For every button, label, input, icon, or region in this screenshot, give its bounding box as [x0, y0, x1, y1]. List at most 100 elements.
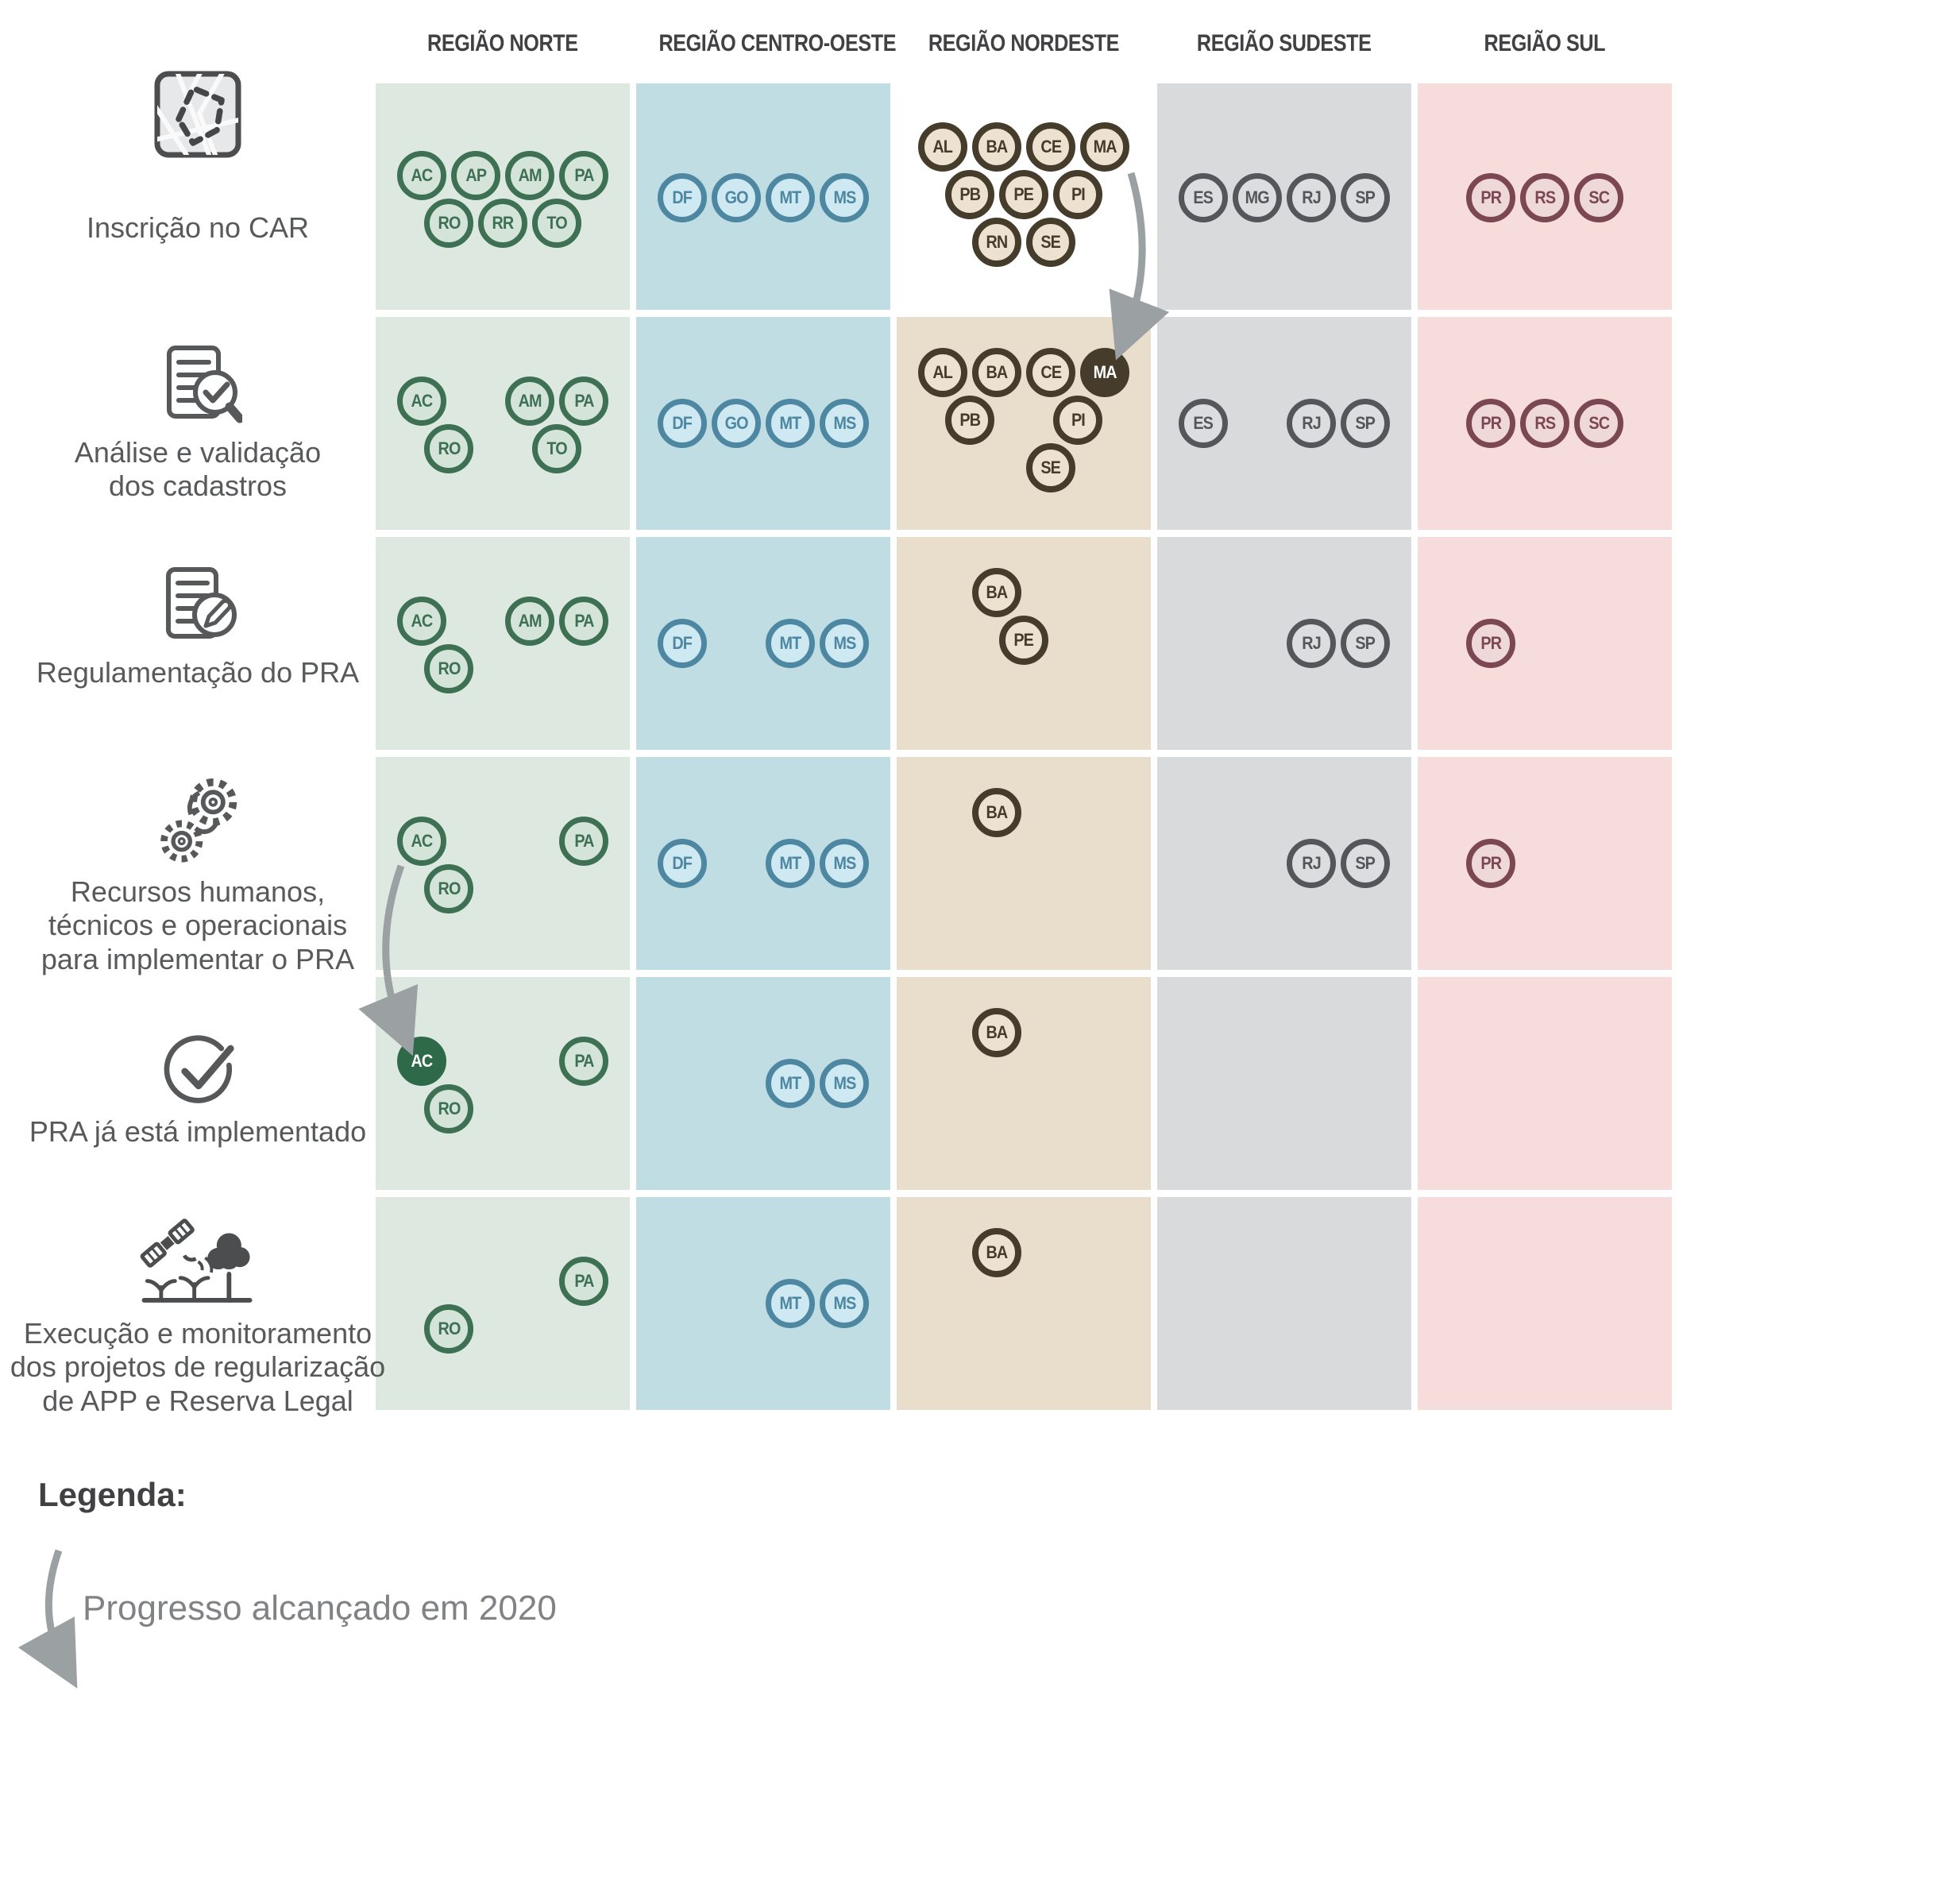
state-circle-PA: PA — [559, 151, 608, 200]
state-circle-AL: AL — [918, 122, 967, 172]
state-circle-AC: AC — [397, 377, 446, 426]
step-regulamentacao: Regulamentação do PRA — [8, 566, 388, 689]
state-code: MS — [833, 853, 856, 873]
state-code: RJ — [1302, 187, 1321, 207]
state-code: SC — [1588, 413, 1610, 433]
state-circle-AC: AC — [397, 151, 446, 200]
state-code: AM — [518, 391, 542, 411]
cell-implementado-sudeste — [1157, 977, 1411, 1190]
state-circle-RN: RN — [972, 218, 1021, 267]
state-circle-RS: RS — [1520, 173, 1569, 222]
state-circle-AM: AM — [505, 377, 554, 426]
state-code: MT — [779, 1073, 802, 1093]
state-code: MS — [833, 413, 856, 433]
state-circle-SC: SC — [1574, 399, 1623, 448]
state-circle-BA: BA — [972, 568, 1021, 617]
step-recursos: Recursos humanos, técnicos e operacionai… — [8, 777, 388, 976]
region-header-sudeste: REGIÃO SUDESTE — [1197, 30, 1372, 56]
state-circle-TO: TO — [532, 199, 581, 248]
cell-execucao-sudeste — [1157, 1197, 1411, 1410]
state-circle-MS: MS — [820, 1279, 869, 1328]
state-code: GO — [724, 413, 748, 433]
step-execucao: Execução e monitoramento dos projetos de… — [8, 1211, 388, 1418]
state-circle-AL: AL — [918, 348, 967, 397]
state-circle-PB: PB — [945, 170, 994, 219]
state-circle-RO: RO — [424, 199, 473, 248]
state-code: BA — [986, 582, 1009, 602]
state-circle-MS: MS — [820, 173, 869, 222]
state-code: RO — [438, 658, 461, 678]
step-label: Inscrição no CAR — [86, 211, 310, 244]
state-circle-MA: MA — [1080, 348, 1129, 397]
state-code: PA — [573, 611, 594, 631]
state-circle-BA: BA — [972, 1228, 1021, 1277]
state-circle-PB: PB — [945, 396, 994, 445]
state-code: PA — [573, 391, 594, 411]
state-code: DF — [672, 853, 693, 873]
state-code: AL — [932, 362, 954, 382]
state-code: BA — [986, 137, 1009, 156]
state-code: PR — [1480, 853, 1502, 873]
state-circle-PE: PE — [999, 170, 1048, 219]
state-code: DF — [672, 187, 693, 207]
state-circle-AC: AC — [397, 597, 446, 646]
state-circle-SP: SP — [1341, 839, 1390, 888]
legend-arrow-label: Progresso alcançado em 2020 — [83, 1589, 557, 1628]
state-code: PI — [1071, 184, 1086, 204]
state-code: BA — [986, 362, 1009, 382]
cell-implementado-sul — [1418, 977, 1672, 1190]
state-code: RN — [986, 232, 1009, 252]
state-code: MA — [1093, 137, 1117, 156]
state-circle-MS: MS — [820, 399, 869, 448]
step-label: PRA já está implementado — [29, 1115, 367, 1148]
state-circle-TO: TO — [532, 424, 581, 473]
region-header-centro-oeste: REGIÃO CENTRO-OESTE — [658, 30, 897, 56]
state-code: SE — [1040, 232, 1062, 252]
state-circle-PR: PR — [1466, 619, 1515, 668]
state-code: MT — [779, 413, 802, 433]
state-circle-SC: SC — [1574, 173, 1623, 222]
state-code: RS — [1534, 413, 1556, 433]
state-circle-BA: BA — [972, 122, 1021, 172]
state-code: AL — [932, 137, 954, 156]
state-code: PR — [1480, 413, 1502, 433]
state-circle-SE: SE — [1026, 443, 1075, 492]
state-circle-RO: RO — [424, 1304, 473, 1354]
state-circle-ES: ES — [1179, 399, 1228, 448]
state-circle-DF: DF — [658, 173, 707, 222]
state-code: BA — [986, 1022, 1009, 1042]
state-code: MT — [779, 1293, 802, 1313]
state-code: AC — [411, 831, 434, 851]
state-circle-PE: PE — [999, 616, 1048, 665]
state-circle-RO: RO — [424, 864, 473, 913]
state-code: CE — [1040, 137, 1062, 156]
region-header-sul: REGIÃO SUL — [1484, 30, 1606, 56]
state-code: PA — [573, 1051, 594, 1071]
state-circle-RJ: RJ — [1287, 839, 1336, 888]
state-code: PA — [573, 831, 594, 851]
state-code: MT — [779, 853, 802, 873]
state-circle-MA: MA — [1080, 122, 1129, 172]
state-circle-MT: MT — [766, 1279, 815, 1328]
state-code: RO — [438, 1319, 461, 1338]
state-code: RO — [438, 438, 461, 458]
state-circle-RJ: RJ — [1287, 619, 1336, 668]
state-code: PE — [1013, 184, 1035, 204]
state-circle-MT: MT — [766, 173, 815, 222]
state-code: BA — [986, 1242, 1009, 1262]
state-circle-AC: AC — [397, 817, 446, 866]
state-circle-MS: MS — [820, 619, 869, 668]
state-code: RO — [438, 1099, 461, 1118]
state-circle-MS: MS — [820, 1059, 869, 1108]
check-icon — [164, 1035, 234, 1103]
state-code: SE — [1040, 458, 1062, 477]
state-code: CE — [1040, 362, 1062, 382]
state-code: PE — [1013, 630, 1035, 650]
state-circle-GO: GO — [712, 173, 761, 222]
step-label: Análise e validação dos cadastros — [74, 436, 322, 503]
cell-recursos-nordeste — [897, 757, 1151, 970]
state-code: ES — [1193, 187, 1214, 207]
cell-recursos-sul — [1418, 757, 1672, 970]
state-code: MT — [779, 633, 802, 653]
state-circle-ES: ES — [1179, 173, 1228, 222]
